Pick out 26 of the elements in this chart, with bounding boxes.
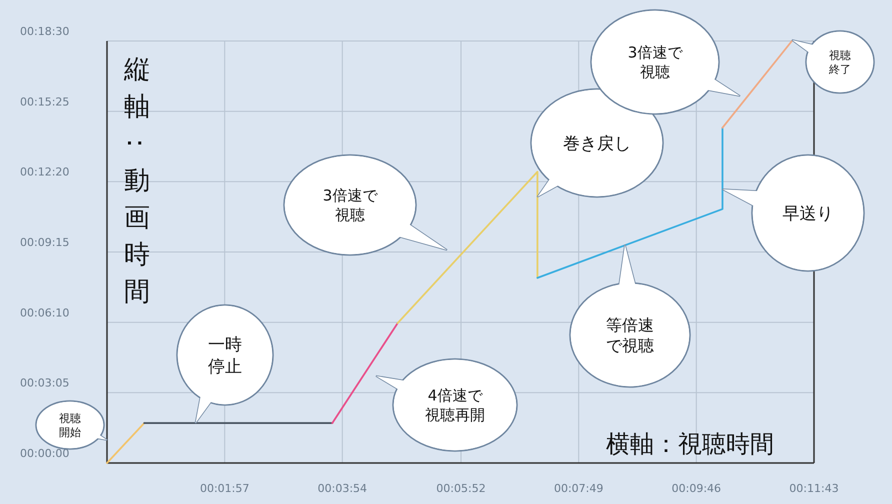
x-tick-label: 00:11:43 (789, 482, 839, 495)
x-tick-label: 00:09:46 (672, 482, 722, 495)
y-tick-label: 00:00:00 (20, 447, 70, 460)
annotation: 4倍速で視聴再開 (425, 386, 485, 424)
annotation: 一時停止 (208, 335, 242, 378)
x-tick-label: 00:07:49 (554, 482, 604, 495)
annotation: 3倍速で視聴 (628, 44, 684, 82)
x-tick-label: 00:05:52 (436, 482, 486, 495)
y-tick-label: 00:06:10 (20, 306, 70, 320)
callout: 視聴開始 (35, 400, 108, 450)
annotation: 3倍速で視聴 (322, 186, 378, 224)
callout: 4倍速で視聴再開 (375, 358, 518, 452)
y-tick-label: 00:09:15 (20, 236, 70, 249)
y-tick-label: 00:15:25 (20, 95, 70, 108)
x-tick-label: 00:03:54 (318, 482, 368, 495)
callout: 一時停止 (176, 304, 274, 424)
y-axis-title: 縦軸：動画時間 (121, 55, 151, 307)
annotation: 巻き戻し (563, 134, 631, 154)
y-tick-label: 00:12:20 (20, 166, 70, 179)
y-tick-label: 00:03:05 (20, 376, 70, 390)
x-axis-title: 横軸：視聴時間 (606, 430, 774, 458)
x-tick-label: 00:01:57 (200, 482, 250, 495)
callout: 視聴終了 (791, 30, 875, 94)
callout: 3倍速で視聴 (283, 154, 448, 256)
y-tick-label: 00:18:30 (20, 25, 70, 38)
callout: 3倍速で視聴 (590, 9, 741, 115)
